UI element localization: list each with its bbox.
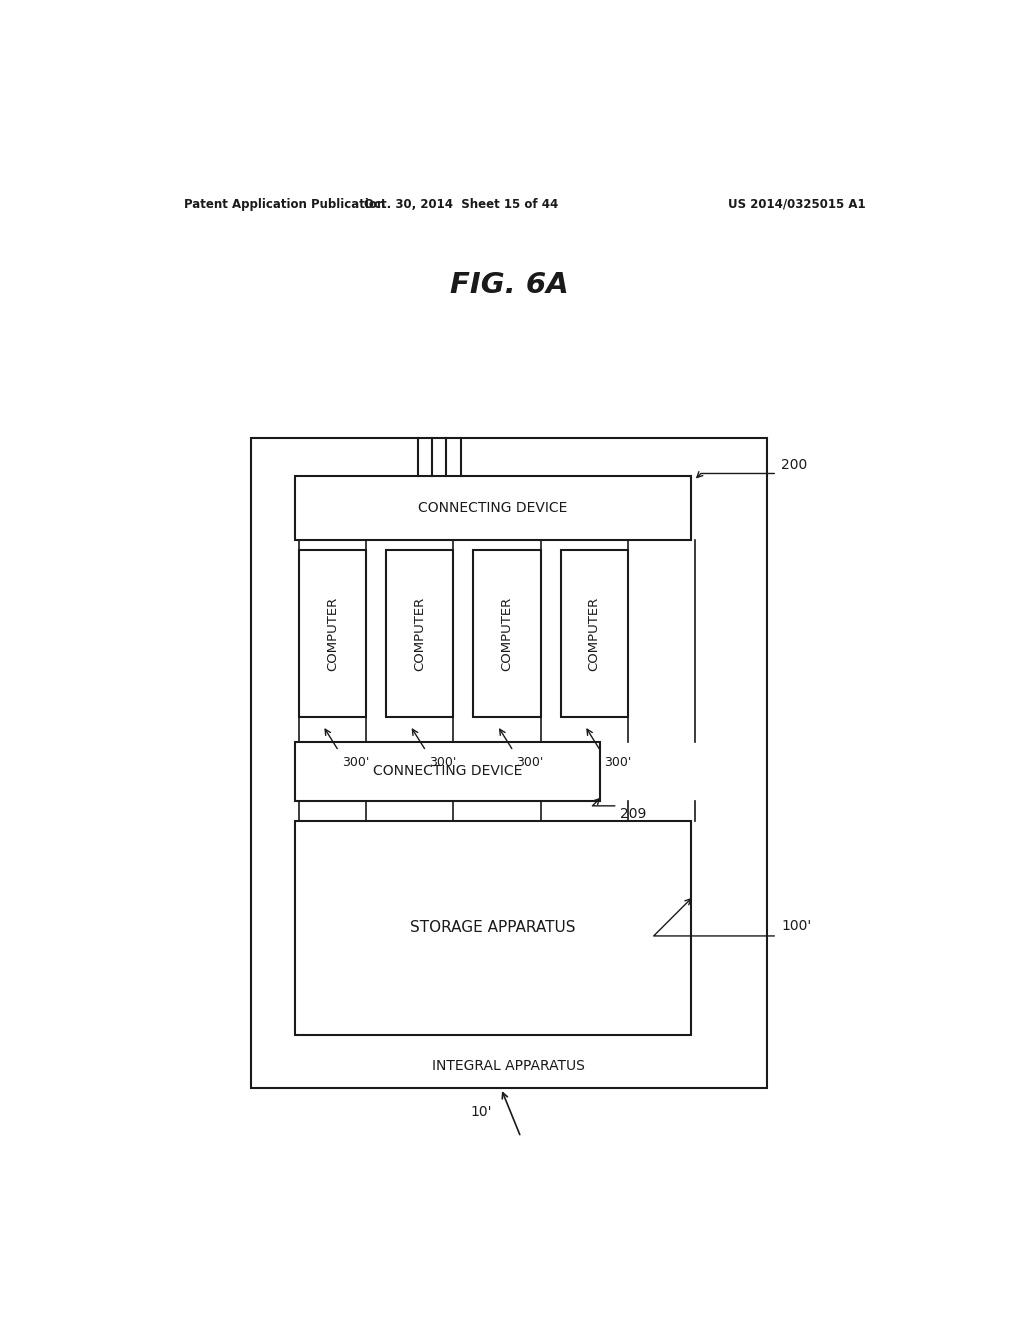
Text: Patent Application Publication: Patent Application Publication — [183, 198, 385, 211]
Text: 10': 10' — [470, 1105, 492, 1119]
Text: 209: 209 — [620, 807, 646, 821]
Text: INTEGRAL APPARATUS: INTEGRAL APPARATUS — [432, 1059, 586, 1073]
Text: FIG. 6A: FIG. 6A — [450, 272, 568, 300]
Text: CONNECTING DEVICE: CONNECTING DEVICE — [419, 500, 567, 515]
Text: 300': 300' — [429, 756, 457, 770]
Bar — [473, 549, 541, 718]
Text: COMPUTER: COMPUTER — [326, 597, 339, 671]
Text: COMPUTER: COMPUTER — [413, 597, 426, 671]
Bar — [295, 821, 691, 1035]
Bar — [299, 549, 367, 718]
Text: 300': 300' — [342, 756, 370, 770]
Bar — [295, 475, 691, 540]
Text: COMPUTER: COMPUTER — [588, 597, 601, 671]
Bar — [560, 549, 628, 718]
Text: 100': 100' — [781, 919, 811, 933]
Text: STORAGE APPARATUS: STORAGE APPARATUS — [411, 920, 575, 936]
Text: Oct. 30, 2014  Sheet 15 of 44: Oct. 30, 2014 Sheet 15 of 44 — [365, 198, 558, 211]
Text: 300': 300' — [604, 756, 631, 770]
Text: 200: 200 — [781, 458, 807, 473]
Text: COMPUTER: COMPUTER — [501, 597, 513, 671]
Text: CONNECTING DEVICE: CONNECTING DEVICE — [373, 764, 522, 779]
Bar — [386, 549, 454, 718]
Text: US 2014/0325015 A1: US 2014/0325015 A1 — [728, 198, 866, 211]
Bar — [295, 742, 600, 801]
Text: 300': 300' — [516, 756, 544, 770]
Bar — [251, 438, 767, 1089]
